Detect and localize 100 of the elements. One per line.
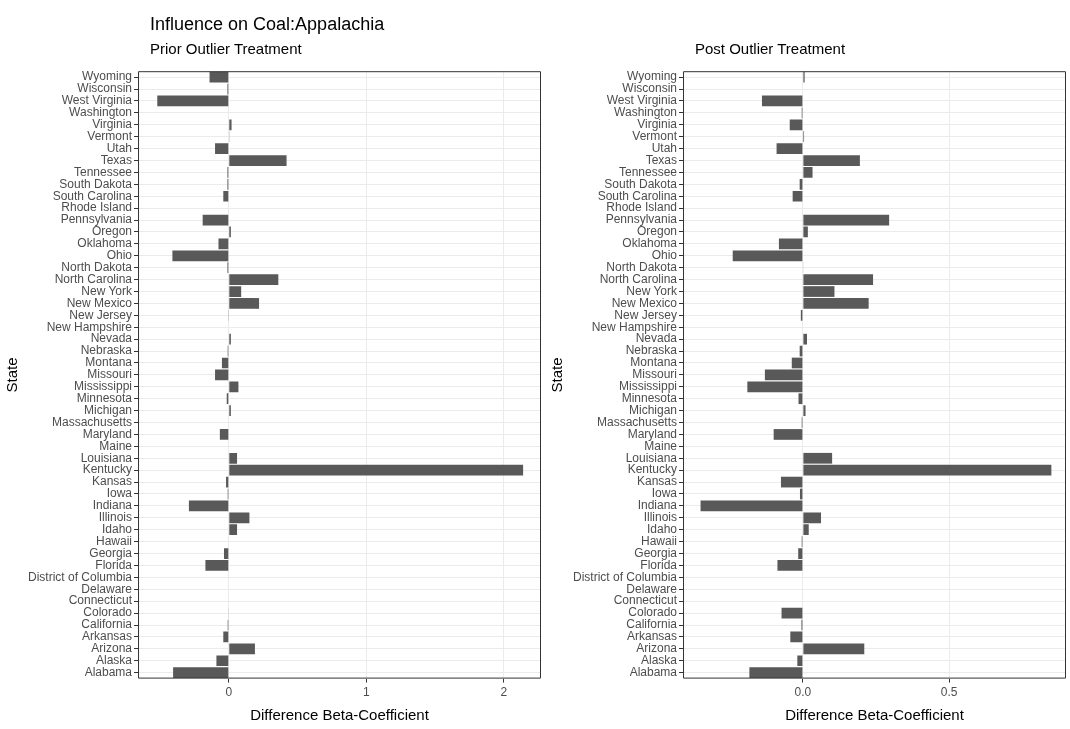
y-tick-label: Illinois [643, 510, 678, 525]
y-axis-title: State [3, 357, 21, 393]
bar [188, 500, 229, 512]
y-tick-label: California [81, 617, 133, 632]
bar [202, 214, 229, 226]
y-tick-label: Ohio [106, 248, 133, 263]
bar [761, 95, 803, 107]
y-tick-label: District of Columbia [28, 569, 133, 584]
bar [803, 405, 806, 416]
x-tick-label: 0.0 [794, 685, 812, 700]
bar [700, 500, 803, 512]
y-tick-label: Colorado [628, 605, 678, 620]
bar [781, 607, 803, 619]
y-tick-label: Louisiana [80, 450, 133, 465]
y-tick-label: Georgia [634, 545, 678, 560]
bar [229, 119, 232, 131]
y-tick-label: Rhode Island [606, 200, 678, 215]
y-tick-label: Rhode Island [61, 200, 133, 215]
y-tick-label: South Carolina [52, 188, 133, 203]
y-tick-label: Virginia [637, 117, 678, 132]
x-axis-title: Difference Beta-Coefficient [785, 706, 965, 724]
y-tick-label: West Virginia [606, 93, 678, 108]
y-tick-label: South Carolina [597, 188, 678, 203]
y-tick-label: Arkansas [82, 629, 133, 644]
y-tick-label: Oklahoma [622, 236, 678, 251]
y-tick-label: New Jersey [69, 307, 133, 322]
y-tick-label: Virginia [92, 117, 133, 132]
y-tick-label: Wisconsin [77, 81, 133, 96]
bar [773, 429, 803, 440]
y-tick-label: Nebraska [625, 343, 678, 358]
y-tick-label: Maryland [627, 426, 678, 441]
y-tick-label: Louisiana [625, 450, 678, 465]
y-tick-label: Texas [100, 152, 133, 167]
y-tick-label: Delaware [626, 581, 678, 596]
x-tick-label: 0.5 [940, 685, 958, 700]
y-tick-label: Tennessee [618, 164, 678, 179]
bar [790, 631, 803, 643]
y-tick-label: Wisconsin [622, 81, 678, 96]
x-axis-title: Difference Beta-Coefficient [250, 706, 430, 724]
y-axis-title: State [548, 357, 566, 393]
y-tick-label: New York [626, 283, 679, 298]
y-tick-label: New York [81, 283, 134, 298]
bar [215, 369, 229, 381]
y-tick-label: Connecticut [68, 593, 133, 608]
y-tick-label: Colorado [83, 605, 133, 620]
chart-subtitle: Post Outlier Treatment [695, 40, 846, 57]
y-tick-label: Mississippi [74, 379, 133, 394]
y-tick-label: Pennsylvania [60, 212, 133, 227]
y-tick-label: Oregon [637, 224, 678, 239]
bar [157, 95, 229, 107]
y-tick-label: Arizona [636, 641, 678, 656]
chart-subtitle: Prior Outlier Treatment [150, 40, 302, 57]
y-tick-label: Texas [645, 152, 678, 167]
y-tick-label: South Dakota [604, 176, 678, 191]
y-tick-label: Georgia [89, 545, 133, 560]
y-tick-label: Wyoming [82, 69, 133, 84]
y-tick-label: Washington [614, 105, 678, 120]
y-tick-label: Kentucky [82, 462, 133, 477]
y-tick-label: California [626, 617, 678, 632]
y-tick-label: New Mexico [611, 295, 678, 310]
y-tick-label: Ohio [651, 248, 678, 263]
y-tick-label: Arizona [91, 641, 133, 656]
y-tick-label: Pennsylvania [605, 212, 678, 227]
bar [789, 119, 803, 131]
y-tick-label: Arkansas [627, 629, 678, 644]
y-tick-label: Indiana [92, 498, 133, 513]
x-tick-label: 0 [225, 685, 233, 700]
bar [803, 226, 808, 238]
bar [803, 333, 807, 345]
bar [219, 429, 229, 440]
y-tick-label: Mississippi [619, 379, 678, 394]
y-tick-label: Nebraska [80, 343, 133, 358]
bar [776, 143, 803, 154]
y-tick-label: Missouri [632, 367, 678, 382]
chart-title: Influence on Coal:Appalachia [150, 14, 385, 35]
y-tick-label: Oklahoma [77, 236, 133, 251]
y-tick-label: Indiana [637, 498, 678, 513]
bar [229, 643, 255, 655]
bar [229, 155, 287, 166]
y-tick-label: Tennessee [73, 164, 133, 179]
y-tick-label: Montana [85, 355, 133, 370]
y-tick-label: Montana [630, 355, 678, 370]
y-tick-label: Oregon [92, 224, 133, 239]
y-tick-label: New Mexico [66, 295, 133, 310]
y-tick-label: Delaware [81, 581, 133, 596]
y-tick-label: South Dakota [59, 176, 133, 191]
y-tick-label: Maryland [82, 426, 133, 441]
y-tick-label: Missouri [87, 367, 133, 382]
y-tick-label: New Jersey [614, 307, 678, 322]
bar [223, 631, 229, 643]
y-tick-label: Iowa [651, 486, 678, 501]
bar [215, 143, 229, 154]
y-tick-label: District of Columbia [573, 569, 678, 584]
bar [229, 381, 239, 393]
bar [803, 643, 865, 655]
y-tick-label: Kentucky [627, 462, 678, 477]
y-tick-label: Connecticut [613, 593, 678, 608]
y-tick-label: Wyoming [627, 69, 678, 84]
y-tick-label: Illinois [98, 510, 133, 525]
bar [803, 214, 890, 226]
